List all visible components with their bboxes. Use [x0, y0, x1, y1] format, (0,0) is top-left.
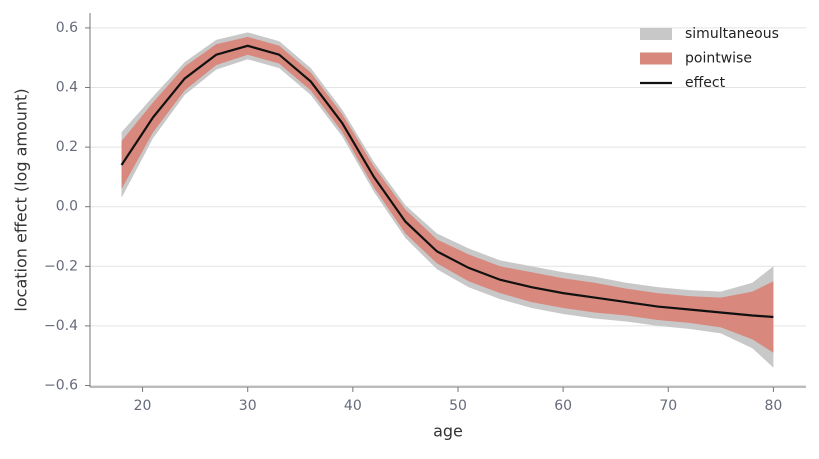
- y-tick-label: −0.4: [44, 318, 78, 334]
- x-tick-label: 30: [239, 398, 257, 414]
- y-tick-label: 0.6: [56, 20, 78, 36]
- legend-swatch: [640, 52, 672, 65]
- x-tick-label: 40: [344, 398, 362, 414]
- y-tick-label: 0.0: [56, 199, 78, 215]
- x-tick-label: 60: [554, 398, 572, 414]
- legend-label: pointwise: [685, 51, 752, 67]
- line: [120, 44, 774, 319]
- y-tick-label: 0.2: [56, 139, 78, 155]
- y-axis-label: location effect (log amount): [12, 88, 31, 311]
- x-tick-label: 70: [659, 398, 677, 414]
- band: [121, 36, 774, 353]
- y-tick-label: −0.6: [44, 378, 78, 394]
- y-tick-label: 0.4: [56, 80, 78, 96]
- x-tick-label: 80: [764, 398, 782, 414]
- x-tick-label: 50: [449, 398, 467, 414]
- x-tick-label: 20: [134, 398, 152, 414]
- band: [121, 32, 774, 368]
- legend-label: effect: [685, 75, 726, 91]
- legend-swatch: [640, 28, 672, 40]
- y-tick-label: −0.2: [44, 258, 78, 274]
- x-axis-label: age: [433, 422, 463, 441]
- legend-label: simultaneous: [685, 26, 779, 42]
